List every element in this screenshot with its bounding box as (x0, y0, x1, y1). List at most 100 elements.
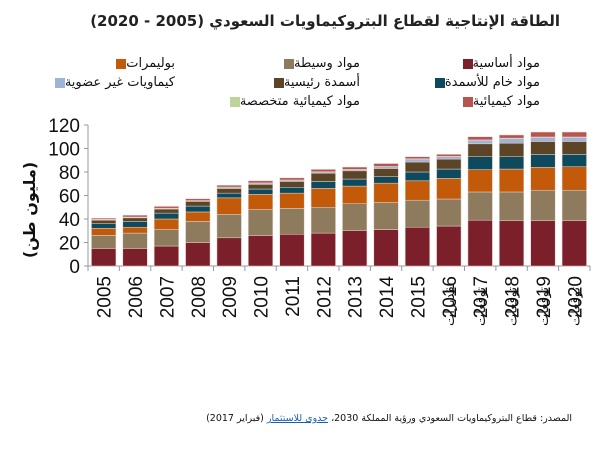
chart-title: الطاقة الإنتاجية لقطاع البتروكيماويات ال… (90, 12, 560, 30)
bar-segment-2006-s4 (122, 217, 148, 222)
y-tick-label: 100 (48, 140, 80, 161)
bar-segment-2020-s0 (561, 220, 587, 267)
x-tick-sublabel: توقعات (568, 287, 583, 326)
legend-swatch (434, 77, 445, 88)
chart-legend: مواد أساسية مواد وسيطة بوليمرات مواد خام لل… (40, 56, 540, 118)
legend-label: مواد كيميائية (472, 94, 540, 109)
y-tick-label: 0 (69, 257, 80, 278)
bar-segment-2013-s1 (342, 203, 368, 232)
x-tick-label: 2020 (565, 276, 586, 318)
bar-segment-2018-s5 (499, 138, 525, 144)
bar-segment-2011-s1 (279, 208, 305, 235)
bar-segment-2007-s1 (153, 229, 179, 247)
bar-segment-2012-s3 (310, 181, 336, 189)
bar-segment-2018-s2 (499, 168, 525, 193)
bar-segment-2018-s7 (499, 134, 525, 139)
bar-segment-2014-s0 (373, 229, 399, 267)
y-axis-label: (مليون طن) (20, 162, 39, 258)
bar-segment-2008-s7 (185, 198, 211, 201)
bar-segment-2016-s4 (436, 158, 462, 170)
source-prefix: المصدر: قطاع البتروكيماويات السعودي ورؤي… (328, 413, 572, 424)
bar-segment-2012-s4 (310, 172, 336, 182)
y-tick-label: 40 (59, 210, 80, 231)
x-tick-label: 2006 (126, 276, 147, 318)
legend-label: أسمدة رئيسية (283, 75, 360, 90)
bar-segment-2005-s3 (91, 223, 117, 229)
legend-swatch (229, 96, 240, 107)
bar-segment-2019-s0 (530, 220, 556, 267)
bar-segment-2020-s3 (561, 154, 587, 167)
x-tick-sublabel: توقعات (474, 287, 489, 326)
legend-item: أسمدة رئيسية (272, 75, 360, 90)
bar-segment-2005-s2 (91, 228, 117, 236)
source-link[interactable]: جدوى للاستثمار (266, 413, 329, 424)
bar-segment-2015-s0 (404, 226, 430, 267)
bar-segment-2008-s3 (185, 205, 211, 213)
bar-segment-2012-s0 (310, 232, 336, 267)
legend-label: مواد وسيطة (294, 56, 360, 71)
bar-segment-2010-s4 (248, 184, 274, 190)
x-tick-label: 2014 (377, 276, 398, 319)
bar-segment-2010-s3 (248, 188, 274, 195)
x-tick-label: 2011 (283, 276, 304, 317)
bar-segment-2016-s7 (436, 154, 462, 157)
source-note: المصدر: قطاع البتروكيماويات السعودي ورؤي… (0, 413, 572, 424)
bar-segment-2012-s2 (310, 188, 336, 208)
bar-segment-2010-s1 (248, 209, 274, 236)
bar-segment-2017-s3 (467, 156, 493, 170)
bar-segment-2017-s7 (467, 136, 493, 141)
bar-segment-2011-s0 (279, 234, 305, 267)
bar-segment-2014-s4 (373, 168, 399, 177)
bar-segment-2009-s1 (216, 214, 242, 239)
x-tick-label: 2019 (534, 276, 555, 318)
bar-segment-2013-s3 (342, 178, 368, 187)
bar-segment-2019-s7 (530, 131, 556, 138)
bar-segment-2010-s7 (248, 180, 274, 184)
legend-swatch (462, 58, 473, 69)
legend-label: بوليمرات (126, 56, 175, 71)
bar-segment-2014-s5 (373, 166, 399, 169)
bar-segment-2007-s0 (153, 245, 179, 267)
bar-segment-2017-s5 (467, 140, 493, 145)
x-tick-label: 2008 (189, 276, 210, 318)
bar-segment-2009-s2 (216, 197, 242, 215)
bar-segment-2019-s2 (530, 167, 556, 191)
x-tick-label: 2005 (95, 276, 116, 318)
bar-segment-2005-s4 (91, 219, 117, 224)
bar-segment-2007-s7 (153, 206, 179, 209)
source-suffix: (فبراير 2017) (206, 413, 267, 424)
bar-segment-2013-s7 (342, 166, 368, 170)
legend-item: مواد كيميائية (461, 94, 540, 109)
bar-segment-2006-s2 (122, 226, 148, 234)
legend-swatch (273, 77, 284, 88)
bar-segment-2019-s5 (530, 137, 556, 142)
bar-segment-2005-s7 (91, 217, 117, 220)
legend-label: مواد أساسية (472, 56, 540, 71)
bar-segment-2018-s4 (499, 142, 525, 157)
bar-segment-2013-s2 (342, 185, 368, 204)
bar-segment-2019-s1 (530, 189, 556, 222)
y-tick-label: 20 (59, 234, 80, 255)
bar-segment-2006-s7 (122, 214, 148, 218)
bar-segment-2015-s3 (404, 171, 430, 182)
x-tick-label: 2013 (346, 276, 367, 318)
bar-segment-2017-s0 (467, 219, 493, 267)
bar-segment-2013-s0 (342, 230, 368, 267)
x-tick-label: 2016 (440, 276, 461, 318)
x-tick-label: 2018 (503, 276, 524, 318)
bar-segment-2008-s2 (185, 211, 211, 222)
x-tick-label: 2017 (471, 276, 492, 318)
bar-segment-2008-s1 (185, 221, 211, 243)
bar-segment-2013-s4 (342, 170, 368, 180)
legend-label: كيماويات غير عضوية (64, 75, 175, 90)
bar-segment-2011-s3 (279, 187, 305, 194)
legend-item: بوليمرات (114, 56, 175, 71)
bar-segment-2010-s2 (248, 194, 274, 210)
bar-segment-2010-s0 (248, 235, 274, 267)
legend-item: مواد كيميائية متخصصة (228, 94, 360, 109)
bar-segment-2011-s4 (279, 181, 305, 188)
legend-item: كيماويات غير عضوية (53, 75, 175, 90)
bar-segment-2011-s2 (279, 192, 305, 209)
bar-segment-2020-s1 (561, 189, 587, 222)
